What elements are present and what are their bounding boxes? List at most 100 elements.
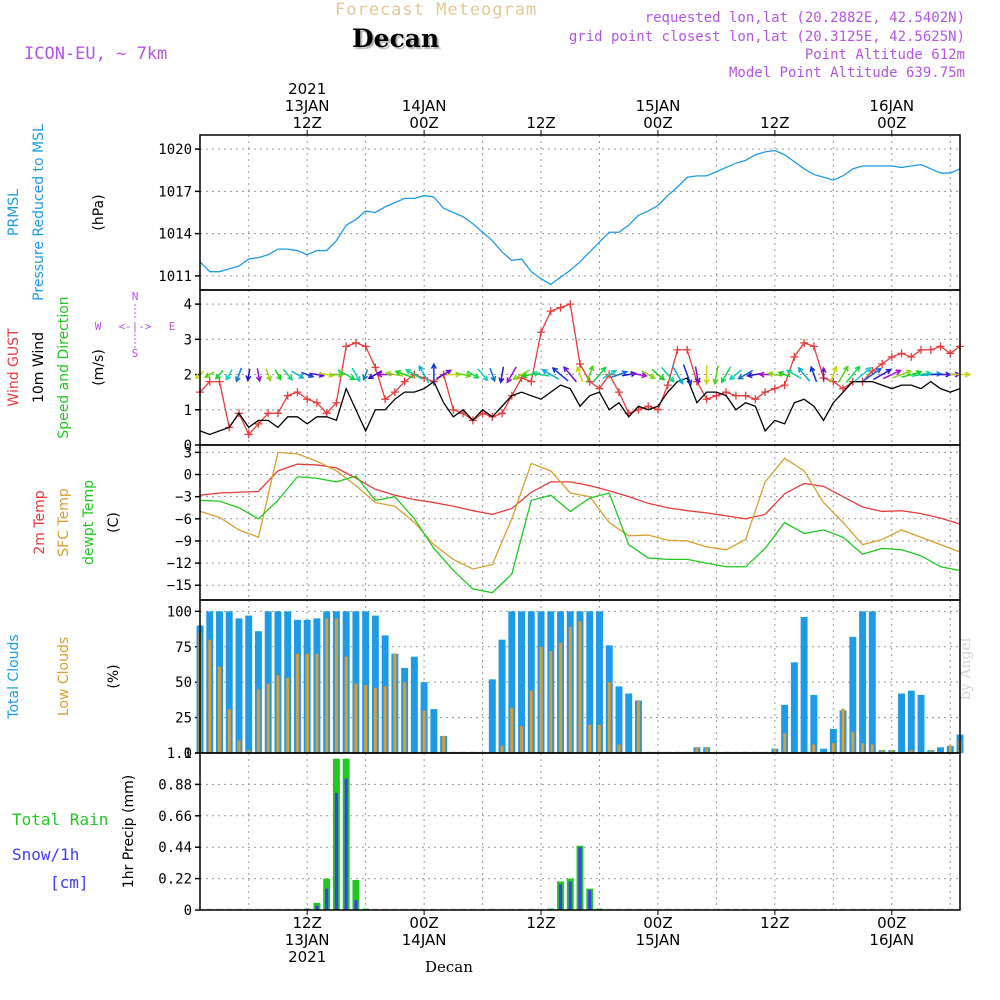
wind-arrow <box>563 366 578 383</box>
gust-marker <box>790 352 799 361</box>
wind-arrow-head <box>737 373 744 380</box>
wind-arrow <box>810 366 818 383</box>
wind-arrow <box>337 369 355 380</box>
y-axis-label: Total Clouds <box>6 634 22 719</box>
y-tick-label: 0 <box>184 468 192 484</box>
bottom-time-label: 2021 <box>288 948 326 966</box>
y-axis-label: 1hr Precip (mm) <box>121 775 137 888</box>
y-axis-label: PRMSL <box>6 189 22 236</box>
wind-arrow-head <box>875 367 883 374</box>
bar-total-clouds <box>352 611 360 753</box>
bar-snow-1h <box>325 888 329 910</box>
wind-arrow <box>576 366 584 383</box>
gust-marker <box>244 430 253 439</box>
top-time-label: 00Z <box>643 114 672 132</box>
y-tick-label: 1014 <box>158 227 192 243</box>
wind-arrow <box>542 369 560 380</box>
wind-arrow-head <box>758 371 765 378</box>
wind-arrow-head <box>512 374 519 380</box>
bar-total-clouds <box>225 611 233 753</box>
wind-arrow <box>585 365 594 384</box>
bar-low-clouds <box>841 708 845 754</box>
gust-marker <box>722 388 731 397</box>
wind-arrow <box>455 372 471 377</box>
gust-marker <box>381 395 390 404</box>
wind-arrow-head <box>445 369 453 376</box>
bar-total-clouds <box>790 662 798 753</box>
bar-low-clouds <box>422 710 426 754</box>
y-tick-label: 0 <box>184 746 192 762</box>
bar-low-clouds <box>324 618 329 754</box>
wind-arrow-head <box>349 374 356 381</box>
series-line-pressure-reduced-to-msl <box>199 149 961 286</box>
wind-arrow <box>829 366 837 383</box>
bar-snow-1h <box>558 884 563 910</box>
wind-arrow-head <box>255 375 262 383</box>
wind-arrow <box>310 372 324 377</box>
top-time-label: 12Z <box>292 114 321 132</box>
wind-arrow-head <box>328 372 335 379</box>
bar-total-clouds <box>498 639 506 753</box>
wind-arrow <box>729 369 743 380</box>
y-tick-label: 25 <box>175 711 192 727</box>
bar-total-clouds <box>488 679 496 753</box>
gust-marker <box>800 338 809 347</box>
bar-low-clouds <box>373 687 378 754</box>
bar-low-clouds <box>363 684 368 754</box>
bar-low-clouds <box>636 700 641 754</box>
wind-arrow-head <box>531 370 538 377</box>
wind-arrow-head <box>376 371 383 378</box>
wind-arrow-head <box>588 364 595 372</box>
y-axis-label: Low Clouds <box>56 637 72 716</box>
gust-marker <box>293 388 302 397</box>
bar-snow-1h <box>578 847 582 910</box>
bar-low-clouds <box>344 656 348 754</box>
y-tick-label: 3 <box>184 445 192 461</box>
bar-total-clouds <box>849 636 857 753</box>
gust-marker <box>351 338 360 347</box>
wind-arrow <box>873 368 892 381</box>
series-line-dewpt-temp <box>199 475 961 594</box>
gust-marker <box>936 342 945 351</box>
top-time-label: 12Z <box>760 114 789 132</box>
bar-total-clouds <box>264 611 272 753</box>
wind-arrow <box>630 372 647 377</box>
top-time-label: 00Z <box>409 114 438 132</box>
wind-arrow-head <box>621 370 629 376</box>
wind-arrow-head <box>703 379 710 386</box>
wind-arrow <box>714 365 719 384</box>
bar-total-clouds <box>596 611 603 753</box>
bar-total-clouds <box>907 690 915 753</box>
gust-marker <box>673 345 682 354</box>
y-tick-label: 1020 <box>158 142 192 158</box>
bar-low-clouds <box>549 650 553 754</box>
wind-arrow <box>405 369 423 380</box>
top-time-label: 13JAN <box>285 97 330 115</box>
wind-arrow <box>265 368 272 381</box>
panel-precip <box>195 752 964 911</box>
bottom-time-label: 12Z <box>292 914 321 932</box>
wind-arrow-head <box>563 365 570 373</box>
bar-total-clouds <box>586 611 594 753</box>
bar-low-clouds <box>558 642 563 754</box>
wind-arrow-head <box>843 365 849 372</box>
wind-arrow-head <box>266 375 272 383</box>
gust-marker <box>761 388 770 397</box>
panel-clouds <box>195 599 964 754</box>
top-time-label: 15JAN <box>636 97 681 115</box>
wind-arrow <box>671 365 684 384</box>
wind-arrow <box>246 368 251 381</box>
bar-low-clouds <box>578 621 582 754</box>
wind-arrow <box>256 368 261 382</box>
gust-marker <box>770 384 779 393</box>
gust-marker <box>741 391 750 400</box>
wind-arrow-head <box>482 375 489 382</box>
gust-marker <box>283 391 292 400</box>
wind-arrow <box>301 371 314 378</box>
panel-frame <box>199 134 961 291</box>
panel-frame <box>199 752 961 911</box>
gust-marker <box>556 303 565 312</box>
gust-marker <box>566 300 575 309</box>
y-tick-label: 1011 <box>158 269 192 285</box>
